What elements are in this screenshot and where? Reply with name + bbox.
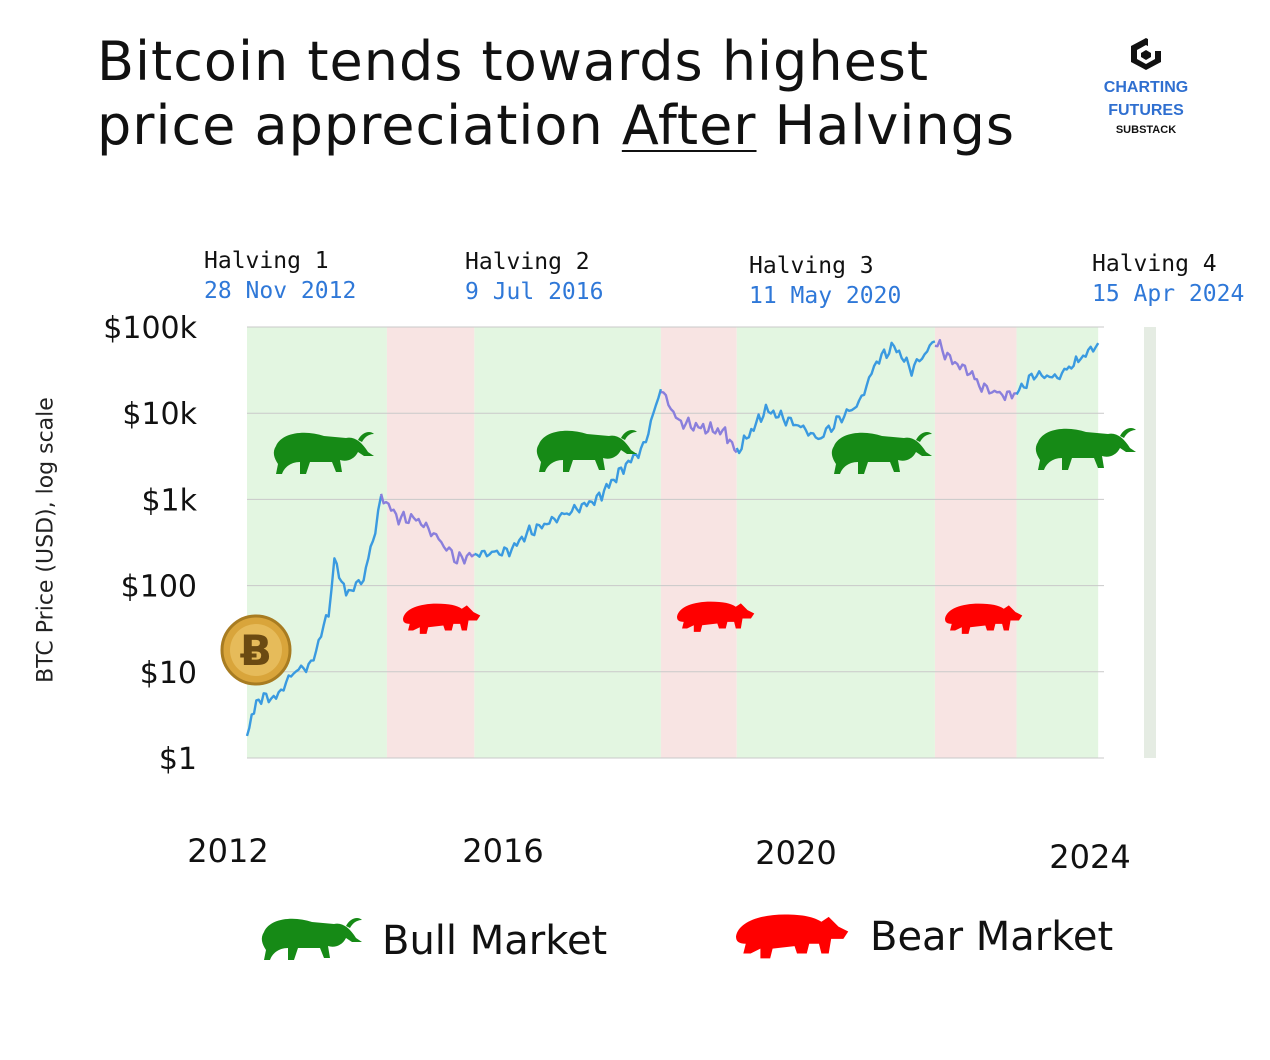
bull-shape (536, 430, 637, 472)
halving-1-date: 28 Nov 2012 (204, 278, 357, 304)
chart-title: Bitcoin tends towards highest price appr… (97, 30, 1015, 158)
x-tick-label: 2024 (1049, 838, 1130, 876)
bear-price-line (379, 493, 476, 565)
halving-label-1: Halving 1 28 Nov 2012 (204, 246, 356, 306)
bear-icon (677, 601, 755, 632)
x-tick-label: 2020 (755, 834, 836, 872)
bear-shape (945, 603, 1023, 634)
bear-region (934, 327, 1017, 758)
bear-region (660, 327, 737, 758)
halving-2-name: Halving 2 (465, 249, 590, 275)
brand-line-1: CHARTING (1103, 79, 1189, 96)
halving-4-date: 15 Apr 2024 (1092, 281, 1245, 307)
legend-bull-icon (261, 918, 362, 960)
y-tick-label: $1k (141, 483, 197, 518)
bull-horn (358, 432, 374, 442)
right-edge-strip (1144, 327, 1156, 758)
bull-shape (261, 918, 362, 960)
market-icons: Ƀ (220, 428, 1136, 960)
legend-bear-label: Bear Market (870, 914, 1114, 960)
bull-shape (273, 432, 374, 474)
y-tick-label: $100 (121, 570, 197, 605)
bull-horn (621, 430, 637, 440)
bull-region (474, 327, 661, 758)
bear-shape (403, 603, 481, 634)
y-tick-label: $10k (122, 397, 197, 432)
axis-ticks: $1 $10 $100 $1k $10k $100k 2012 2016 2020 2024 (103, 311, 1130, 876)
bull-region (1016, 327, 1099, 758)
y-tick-label: $10 (140, 656, 197, 691)
halving-1-name: Halving 1 (204, 248, 329, 274)
market-regions (247, 327, 1156, 758)
y-tick-label: $1 (159, 742, 197, 777)
cube-logo-icon (1131, 38, 1162, 70)
bull-price-line (473, 388, 663, 558)
bear-region (386, 327, 475, 758)
bull-price-line (245, 495, 383, 737)
y-axis-label: BTC Price (USD), log scale (33, 397, 59, 683)
halving-label-4: Halving 4 15 Apr 2024 (1092, 249, 1244, 309)
bitcoin-coin-icon: Ƀ (220, 614, 292, 686)
title-line-1: Bitcoin tends towards highest (97, 30, 930, 93)
bull-icon (831, 432, 932, 474)
bull-price-line (1015, 342, 1100, 396)
bear-price-line (934, 338, 1017, 402)
bull-icon (273, 432, 374, 474)
title-underlined-word: After (621, 94, 757, 157)
bull-price-line (735, 340, 936, 455)
legend-bull-label: Bull Market (382, 918, 608, 964)
bear-shape (736, 914, 849, 959)
x-tick-label: 2012 (187, 832, 268, 870)
bear-icon (403, 603, 481, 634)
legend-bear-icon (736, 914, 849, 959)
x-tick-label: 2016 (462, 832, 543, 870)
halving-4-name: Halving 4 (1092, 251, 1217, 277)
halving-label-2: Halving 2 9 Jul 2016 (465, 247, 603, 307)
gridlines (247, 326, 1104, 759)
halving-3-name: Halving 3 (749, 253, 874, 279)
bull-region (247, 327, 387, 758)
bull-shape (831, 432, 932, 474)
bull-icon (1035, 428, 1136, 470)
brand-line-3: SUBSTACK (1115, 124, 1177, 136)
bull-icon (536, 430, 637, 472)
halving-label-3: Halving 3 11 May 2020 (749, 251, 901, 311)
bull-horn (1120, 428, 1136, 438)
bear-shape (677, 601, 755, 632)
bull-horn (916, 432, 932, 442)
halving-2-date: 9 Jul 2016 (465, 279, 604, 305)
y-tick-label: $100k (103, 311, 197, 346)
price-series (245, 338, 1100, 737)
bitcoin-symbol: Ƀ (240, 626, 272, 675)
brand-logo: CHARTING FUTURES SUBSTACK (1098, 36, 1194, 138)
title-line-2-end: Halvings (756, 94, 1015, 157)
halving-3-date: 11 May 2020 (749, 283, 902, 309)
bear-price-line (660, 390, 738, 454)
bull-horn (346, 918, 362, 928)
bull-shape (1035, 428, 1136, 470)
coin-face (230, 624, 282, 676)
brand-line-2: FUTURES (1108, 102, 1184, 119)
bull-region (736, 327, 935, 758)
title-line-2-start: price appreciation (97, 94, 622, 157)
bear-icon (945, 603, 1023, 634)
